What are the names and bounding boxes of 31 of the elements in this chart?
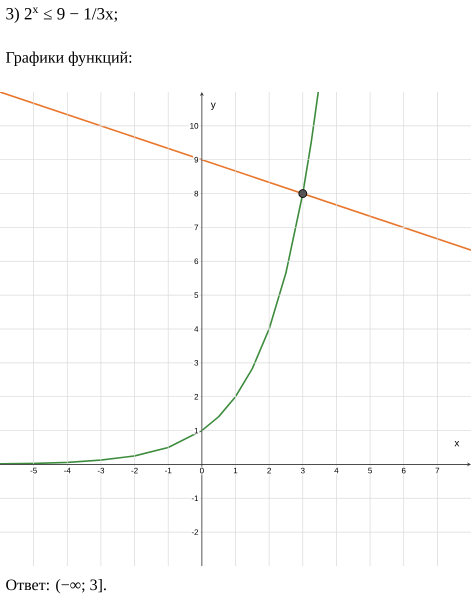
x-tick-label: 4 <box>334 468 338 474</box>
x-tick-label: 2 <box>267 468 271 474</box>
y-tick-label: 5 <box>194 292 198 298</box>
x-tick-label: 6 <box>402 468 406 474</box>
x-tick-label: -5 <box>30 468 37 474</box>
y-tick-label: 7 <box>194 224 198 230</box>
y-tick-label: 1 <box>194 428 198 434</box>
y-tick-label: 4 <box>194 326 198 332</box>
y-tick-label: 8 <box>194 190 198 196</box>
text: Ответ: (−∞; 3]. <box>6 578 106 594</box>
y-tick-label: 9 <box>194 156 198 163</box>
x-tick-label: 7 <box>436 468 440 474</box>
x-tick-label: -3 <box>98 468 104 474</box>
x-tick-label: 3 <box>300 468 305 474</box>
line-series <box>0 92 320 465</box>
y-tick-label: 6 <box>194 258 198 264</box>
x-tick-label: 5 <box>368 468 372 474</box>
x-tick-label: -4 <box>64 468 71 474</box>
chart-title: 3) 2$^{x}$ ≤ 9 − 1/3x; <box>6 8 117 23</box>
y-tick-label: -1 <box>192 496 198 502</box>
y-axis-title: y <box>210 102 216 110</box>
y-tick-label: 2 <box>194 394 198 400</box>
x-axis-title: x <box>454 441 460 446</box>
x-tick-label: 1 <box>234 468 238 474</box>
x-tick-label: -1 <box>165 468 172 474</box>
chart-subtitle: Графики функций: <box>6 52 132 66</box>
y-tick-label: 3 <box>194 360 198 366</box>
x-tick-label: 0 <box>200 468 204 474</box>
y-tick-label: -2 <box>192 529 198 535</box>
x-tick-label: -2 <box>131 468 138 474</box>
y-tick-label: 10 <box>190 123 198 129</box>
